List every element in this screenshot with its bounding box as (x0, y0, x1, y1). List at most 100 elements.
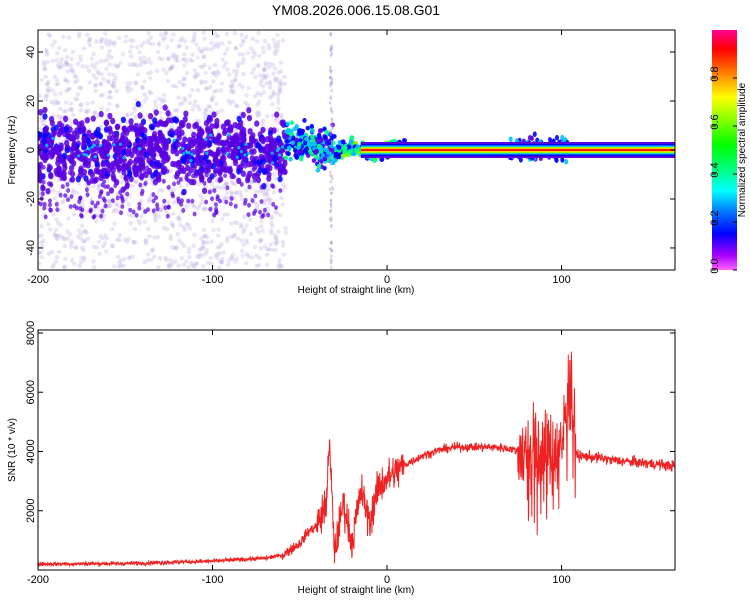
spectrogram-noise-cell (171, 52, 176, 57)
spectrogram-noise-cell (249, 255, 255, 260)
spectrogram-noise-cell (112, 42, 117, 47)
spectrogram-noise-cell (45, 60, 50, 65)
spectrogram-noise-cell (185, 182, 190, 188)
spectrogram-noise-cell (248, 231, 254, 237)
spectrogram-noise-cell (181, 262, 187, 267)
spectrogram-noise-cell (96, 71, 102, 76)
spectrogram-noise-cell (234, 73, 239, 78)
spectrogram-transition-cell (324, 129, 329, 135)
spectrogram-noise-cell (283, 230, 288, 235)
spectrogram-noise-cell (103, 31, 108, 36)
spectrogram-noise-cell (255, 102, 260, 107)
spectrogram-noise-cell (69, 107, 75, 113)
spectrogram-noise-cell (180, 36, 185, 41)
spectrogram-strong-cell (402, 138, 407, 143)
spectrogram-x-label: Height of straight line (km) (298, 285, 415, 296)
spectrogram-noise-cell (64, 88, 69, 94)
spectrogram-noise-cell (212, 62, 218, 68)
spectrogram-noise-cell (231, 69, 237, 74)
spectrogram-core-cell (198, 147, 204, 154)
spectrogram-core-cell (254, 120, 260, 127)
spectrogram-strong-cell (349, 135, 355, 141)
spectrogram-noise-cell (229, 79, 234, 85)
spectrogram-noise-cell (75, 61, 81, 67)
spectrogram-noise-cell (125, 120, 130, 125)
spectrogram-noise-cell (105, 178, 110, 184)
spectrogram-noise-cell (241, 214, 247, 219)
spectrogram-noise-cell (53, 233, 58, 238)
spectrogram-strong-cell (340, 139, 346, 145)
spectrogram-noise-cell (113, 201, 119, 206)
spectrogram-lower-cell (247, 184, 252, 190)
spectrogram-lower-cell (208, 206, 213, 212)
spectrogram-lower-cell (165, 213, 170, 219)
spectrogram-noise-cell (182, 63, 187, 68)
spectrogram-core-cell (85, 153, 89, 157)
spectrogram-lower-cell (213, 168, 218, 174)
spectrogram-noise-cell (214, 88, 220, 94)
spectrogram-core-cell (129, 151, 135, 159)
spectrogram-noise-cell (104, 66, 109, 72)
spectrogram-core-cell (211, 111, 217, 118)
spectrogram-lower-cell (278, 188, 283, 194)
spectrogram-lower-cell (176, 180, 181, 185)
spectrogram-core-cell (80, 127, 86, 135)
spectrogram-noise-cell (100, 92, 106, 98)
spectrogram-core-cell (235, 155, 239, 159)
spectrogram-noise-cell (175, 231, 180, 237)
spectrogram-core-cell (67, 126, 73, 133)
spectrogram-noise-cell (66, 216, 71, 221)
spectrogram-noise-cell (190, 52, 196, 57)
spectrogram-lower-cell (103, 203, 108, 209)
spectrogram-streak-cell (328, 247, 332, 251)
spectrogram-noise-cell (251, 66, 257, 72)
spectrogram-noise-cell (47, 33, 53, 38)
spectrogram-noise-cell (107, 90, 113, 95)
spectrogram-core-cell (201, 187, 208, 194)
spectrogram-noise-cell (107, 101, 112, 107)
spectrogram-noise-cell (110, 83, 116, 89)
spectrogram-noise-cell (96, 206, 101, 211)
spectrogram-noise-cell (38, 127, 44, 132)
spectrogram-noise-cell (102, 213, 107, 218)
spectrogram-noise-cell (63, 236, 68, 241)
spectrogram-noise-cell (128, 49, 133, 54)
spectrogram-noise-cell (207, 65, 212, 71)
spectrogram-noise-cell (225, 195, 230, 201)
spectrogram-noise-cell (248, 217, 253, 223)
spectrogram-noise-cell (211, 228, 216, 233)
spectrogram-core-cell (78, 165, 84, 172)
spectrogram-noise-cell (67, 232, 73, 237)
spectrogram-noise-cell (142, 60, 147, 65)
spectrogram-noise-cell (181, 77, 186, 82)
spectrogram-streak-cell (330, 44, 333, 48)
spectrogram-noise-cell (177, 102, 182, 107)
spectrogram-core-cell (155, 144, 161, 151)
spectrogram-noise-cell (189, 261, 194, 266)
spectrogram-lower-cell (270, 183, 275, 189)
spectrogram-noise-cell (209, 182, 215, 187)
spectrogram-noise-cell (52, 39, 57, 45)
spectrogram-noise-cell (225, 67, 230, 72)
spectrogram-lower-cell (228, 165, 233, 171)
spectrogram-lower-cell (204, 172, 209, 178)
spectrogram-lower-cell (163, 205, 168, 211)
spectrogram-core-cell (249, 148, 255, 155)
spectrogram-noise-cell (214, 101, 219, 107)
spectrogram-scint-cell (555, 134, 559, 141)
spectrogram-noise-cell (51, 188, 56, 194)
spectrogram-core-cell (148, 148, 154, 155)
spectrogram-noise-cell (260, 84, 266, 89)
spectrogram-noise-cell (226, 98, 231, 103)
spectrogram-noise-cell (162, 98, 167, 103)
spectrogram-noise-cell (276, 106, 281, 112)
spectrogram-lower-cell (138, 182, 143, 188)
spectrogram-noise-cell (39, 240, 44, 246)
spectrogram-transition-cell (317, 128, 323, 134)
spectrogram-lower-cell (41, 179, 46, 185)
spectrogram-core-cell (255, 142, 261, 149)
spectrogram-noise-cell (216, 70, 222, 76)
spectrogram-noise-cell (44, 88, 50, 93)
spectrogram-noise-cell (283, 225, 288, 231)
spectrogram-lower-cell (128, 207, 133, 213)
